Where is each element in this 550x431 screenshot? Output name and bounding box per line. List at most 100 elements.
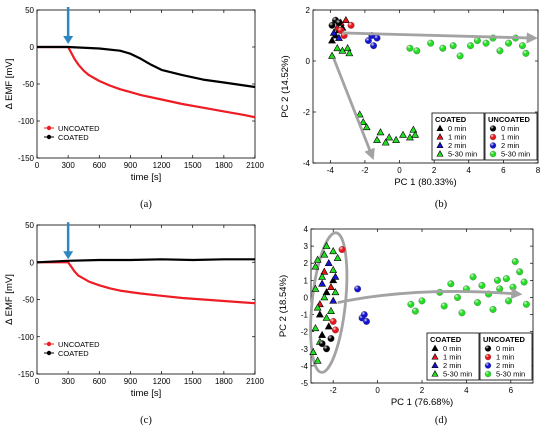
y-axis-label: Δ EMF [mV] <box>4 59 15 110</box>
sphere-highlight <box>490 125 496 132</box>
sphere-highlight <box>511 258 519 265</box>
sphere-highlight <box>454 294 461 301</box>
triangle-point <box>315 310 324 318</box>
sphere-point <box>411 307 419 315</box>
sphere-highlight <box>485 362 491 369</box>
x-tick-label: 4 <box>464 386 469 395</box>
triangle-point <box>331 288 340 296</box>
legend-sphere <box>489 133 497 141</box>
sphere-point <box>407 300 415 308</box>
sphere-highlight <box>407 300 415 308</box>
x-tick-label: 2 <box>420 386 425 395</box>
sphere-point <box>467 42 474 50</box>
triangle-point <box>381 138 390 146</box>
x-tick-label: 0 <box>397 166 402 175</box>
sphere-point <box>502 275 510 283</box>
y-tick-label: 50 <box>25 221 34 230</box>
x-tick-label: -2 <box>330 386 338 395</box>
y-tick-label: 3 <box>304 242 309 251</box>
sphere-highlight <box>413 47 421 55</box>
sphere-point <box>447 280 455 288</box>
sphere-highlight <box>509 283 517 291</box>
sphere-highlight <box>427 39 434 47</box>
sphere-highlight <box>503 275 510 282</box>
triangle-point <box>338 46 347 54</box>
sphere-highlight <box>490 142 496 149</box>
sphere-highlight <box>354 285 361 293</box>
sphere-point <box>337 26 345 34</box>
triangle-point <box>373 135 381 143</box>
injection-arrow-head <box>63 36 74 44</box>
legend-label: 0 min <box>443 344 461 353</box>
legend-sphere <box>484 345 492 352</box>
triangle-point <box>335 33 343 41</box>
sphere-point <box>323 345 330 353</box>
sphere-point <box>454 293 461 301</box>
sphere-highlight <box>485 354 491 360</box>
legend-sphere <box>484 353 492 361</box>
sphere-point <box>373 34 381 42</box>
x-tick-label: 1200 <box>153 377 171 386</box>
sphere-highlight <box>520 278 528 286</box>
x-tick-label: 0 <box>35 377 40 386</box>
y-tick-label: -2 <box>301 328 309 337</box>
y-tick-label: 0 <box>30 258 35 267</box>
sphere-point <box>496 47 504 55</box>
sphere-highlight <box>335 19 343 27</box>
sphere-highlight <box>440 302 448 310</box>
injection-arrow-head <box>63 251 74 260</box>
sphere-highlight <box>327 335 335 342</box>
legend-sphere <box>489 150 497 158</box>
triangle-point <box>328 51 336 59</box>
sphere-highlight <box>478 282 486 289</box>
y-tick-label: -100 <box>18 333 35 342</box>
triangle-point <box>318 330 327 338</box>
panel-label: (d) <box>435 415 448 426</box>
triangle-point <box>311 284 320 292</box>
sphere-point <box>522 300 530 308</box>
y-axis-label: PC 2 (18.54%) <box>278 275 289 337</box>
x-tick-label: 1500 <box>184 377 202 386</box>
sphere-point <box>511 258 519 265</box>
legend-title: COATED <box>430 335 462 344</box>
legend-marker <box>46 134 52 140</box>
triangle-point <box>329 265 338 273</box>
legend-label: 5-30 min <box>501 150 530 159</box>
sphere-point <box>318 340 326 348</box>
y-tick-label: -100 <box>18 117 35 126</box>
sphere-highlight <box>318 340 326 347</box>
triangle-point <box>399 130 407 138</box>
sphere-highlight <box>516 268 523 276</box>
legend-label: 5-30 min <box>443 370 472 379</box>
legend-title: UNCOATED <box>483 335 526 344</box>
sphere-highlight <box>474 37 481 44</box>
legend-marker <box>46 125 52 131</box>
panel-label: (c) <box>140 415 152 426</box>
x-tick-label: 2100 <box>246 377 264 386</box>
legend-label: 2 min <box>501 141 519 150</box>
triangle-point <box>318 272 327 280</box>
triangle-point <box>341 15 350 24</box>
triangle-point <box>320 267 329 275</box>
sphere-point <box>509 283 517 291</box>
sphere-point <box>505 297 513 305</box>
y-tick-label: 0 <box>30 43 35 52</box>
y-tick-label: -5 <box>301 379 309 388</box>
x-tick-label: 1500 <box>184 161 202 170</box>
legend-label: 1 min <box>448 133 466 142</box>
chart-d: -2 0 2 4 6 4 3 2 1 0 -1 -2 -3 -4 -5 PC 1 (76.68%) PC 2 (… <box>278 225 534 426</box>
sphere-highlight <box>490 151 496 157</box>
chart-c: 0 300 600 900 1200 1500 1800 2100 50 0 -50 -100 -150… <box>4 221 264 426</box>
sphere-point <box>439 44 447 52</box>
x-tick-label: 4 <box>467 166 472 175</box>
y-tick-label: -50 <box>22 80 34 89</box>
sphere-highlight <box>373 34 381 42</box>
y-tick-label: -50 <box>22 296 34 305</box>
y-tick-label: 0 <box>306 57 311 66</box>
triangle-point <box>329 28 338 36</box>
y-tick-label: 4 <box>304 225 309 234</box>
sphere-point <box>370 42 378 50</box>
triangle-point <box>329 276 338 284</box>
sphere-highlight <box>337 27 344 34</box>
